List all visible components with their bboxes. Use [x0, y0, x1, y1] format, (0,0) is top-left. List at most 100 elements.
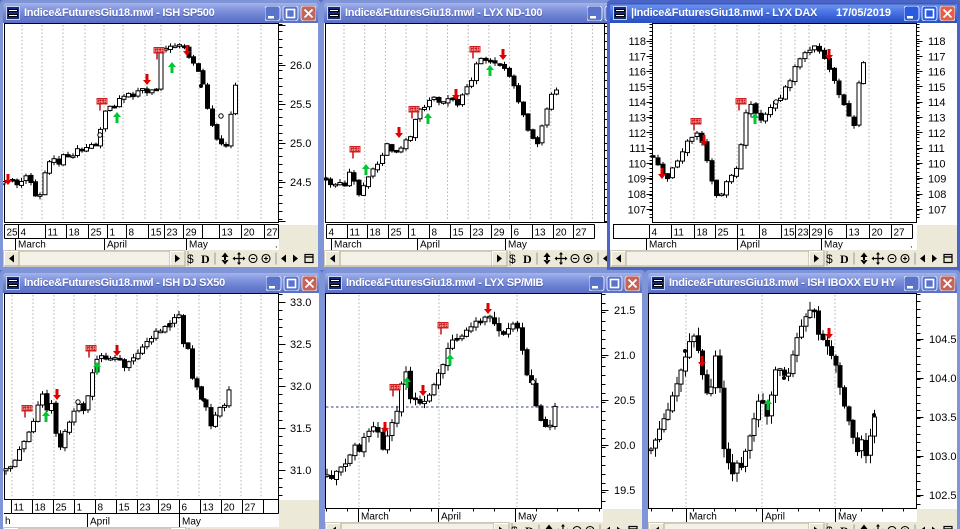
svg-text:18: 18	[697, 228, 709, 239]
svg-text:D: D	[201, 252, 210, 266]
svg-text:March: March	[18, 240, 46, 251]
svg-text:6: 6	[514, 228, 520, 239]
svg-text:111: 111	[629, 143, 646, 155]
svg-text:107: 107	[928, 204, 946, 216]
svg-text:116: 116	[928, 67, 946, 79]
svg-text:23: 23	[473, 228, 485, 239]
svg-text:May: May	[518, 512, 537, 523]
svg-text:114: 114	[628, 97, 646, 109]
svg-text:20: 20	[872, 228, 884, 239]
svg-text:115: 115	[628, 82, 646, 94]
svg-text:GER: GER	[86, 346, 97, 352]
svg-text:27: 27	[576, 228, 588, 239]
svg-text:104.0: 104.0	[929, 373, 957, 385]
svg-text:20.0: 20.0	[614, 440, 635, 452]
svg-text:29: 29	[161, 503, 173, 514]
svg-text:.: .	[275, 240, 278, 251]
svg-text:115: 115	[928, 82, 946, 94]
svg-text:21.5: 21.5	[614, 305, 635, 317]
svg-text:1: 1	[411, 228, 417, 239]
svg-text:15: 15	[119, 503, 131, 514]
svg-text:April: April	[420, 240, 440, 251]
svg-text:27: 27	[894, 228, 906, 239]
svg-text:109: 109	[628, 174, 646, 186]
svg-text:20.5: 20.5	[614, 395, 635, 407]
svg-text:113: 113	[628, 113, 646, 125]
svg-text:GER: GER	[409, 107, 420, 113]
svg-text:GER: GER	[438, 323, 449, 329]
svg-text:4: 4	[329, 228, 335, 239]
svg-text:110: 110	[928, 158, 946, 170]
svg-text:11: 11	[48, 228, 59, 239]
svg-text:18: 18	[69, 228, 81, 239]
svg-text:11: 11	[14, 503, 25, 514]
svg-text:24.5: 24.5	[290, 177, 311, 189]
svg-text:GER: GER	[470, 47, 481, 53]
svg-text:8: 8	[129, 228, 135, 239]
svg-text:.: .	[910, 240, 913, 251]
svg-text:117: 117	[628, 51, 646, 63]
svg-text:March: March	[334, 240, 362, 251]
svg-text:103.0: 103.0	[929, 451, 957, 463]
svg-text:May: May	[182, 517, 201, 528]
svg-text:8: 8	[98, 503, 104, 514]
svg-text:20: 20	[244, 228, 256, 239]
svg-text:25: 25	[391, 228, 403, 239]
svg-text:GER: GER	[691, 119, 702, 125]
svg-text:112: 112	[628, 128, 646, 140]
svg-text:8: 8	[762, 228, 768, 239]
svg-text:102.5: 102.5	[929, 490, 957, 502]
svg-text:15: 15	[151, 228, 163, 239]
svg-text:April: April	[765, 512, 785, 523]
svg-text:25: 25	[91, 228, 103, 239]
svg-text:117: 117	[928, 51, 946, 63]
svg-text:$: $	[509, 252, 516, 266]
svg-text:25.0: 25.0	[290, 138, 311, 150]
svg-text:May: May	[189, 240, 208, 251]
svg-text:May: May	[838, 512, 857, 523]
svg-text:March: March	[649, 240, 677, 251]
svg-text:23: 23	[167, 228, 179, 239]
svg-text:23: 23	[140, 503, 152, 514]
svg-text:D: D	[525, 524, 534, 529]
svg-text:104.5: 104.5	[929, 334, 957, 346]
svg-text:26.0: 26.0	[290, 60, 311, 72]
svg-text:4: 4	[21, 228, 27, 239]
svg-text:118: 118	[928, 36, 946, 48]
svg-text:111: 111	[928, 143, 945, 155]
svg-text:109: 109	[928, 174, 946, 186]
svg-text:103.5: 103.5	[929, 412, 957, 424]
svg-text:1: 1	[77, 503, 83, 514]
svg-text:D: D	[523, 252, 532, 266]
svg-text:27: 27	[245, 503, 257, 514]
svg-text:21.0: 21.0	[614, 350, 635, 362]
svg-text:March: March	[689, 512, 717, 523]
svg-text:15: 15	[453, 228, 465, 239]
svg-text:April: April	[90, 517, 110, 528]
svg-text:GER: GER	[350, 147, 361, 153]
svg-text:32.5: 32.5	[290, 339, 311, 351]
svg-text:1: 1	[740, 228, 746, 239]
svg-text:6: 6	[182, 503, 188, 514]
svg-text:23: 23	[798, 228, 810, 239]
svg-text:31.0: 31.0	[290, 465, 311, 477]
svg-text:15: 15	[784, 228, 796, 239]
svg-text:18: 18	[35, 503, 47, 514]
svg-text:118: 118	[628, 36, 646, 48]
svg-text:April: April	[740, 240, 760, 251]
svg-text:25: 25	[56, 503, 68, 514]
svg-text:13: 13	[203, 503, 215, 514]
svg-text:March: March	[361, 512, 389, 523]
svg-text:May: May	[824, 240, 843, 251]
svg-text:13: 13	[849, 228, 861, 239]
svg-text:h: h	[5, 516, 11, 527]
svg-text:19.5: 19.5	[614, 485, 635, 497]
svg-text:1: 1	[110, 228, 116, 239]
svg-text:GER: GER	[22, 406, 33, 412]
svg-text:$: $	[826, 524, 833, 529]
svg-text:$: $	[826, 252, 833, 266]
svg-text:6: 6	[828, 228, 834, 239]
svg-text:112: 112	[928, 128, 946, 140]
svg-text:May: May	[508, 240, 527, 251]
svg-text:107: 107	[628, 204, 646, 216]
